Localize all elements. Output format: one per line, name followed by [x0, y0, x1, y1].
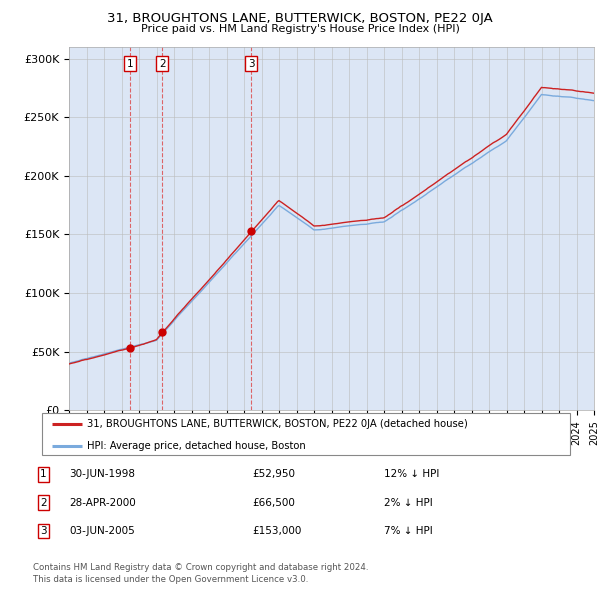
Text: 2: 2 [159, 58, 166, 68]
Text: 1: 1 [40, 470, 47, 479]
Text: 3: 3 [40, 526, 47, 536]
Text: 2% ↓ HPI: 2% ↓ HPI [384, 498, 433, 507]
Text: £52,950: £52,950 [252, 470, 295, 479]
Text: HPI: Average price, detached house, Boston: HPI: Average price, detached house, Bost… [87, 441, 305, 451]
Text: £153,000: £153,000 [252, 526, 301, 536]
Text: 03-JUN-2005: 03-JUN-2005 [69, 526, 135, 536]
Text: Contains HM Land Registry data © Crown copyright and database right 2024.
This d: Contains HM Land Registry data © Crown c… [33, 563, 368, 584]
Text: 7% ↓ HPI: 7% ↓ HPI [384, 526, 433, 536]
Text: 1: 1 [127, 58, 134, 68]
Text: 30-JUN-1998: 30-JUN-1998 [69, 470, 135, 479]
Text: 28-APR-2000: 28-APR-2000 [69, 498, 136, 507]
FancyBboxPatch shape [42, 413, 570, 455]
Text: 31, BROUGHTONS LANE, BUTTERWICK, BOSTON, PE22 0JA: 31, BROUGHTONS LANE, BUTTERWICK, BOSTON,… [107, 12, 493, 25]
Text: £66,500: £66,500 [252, 498, 295, 507]
Text: 12% ↓ HPI: 12% ↓ HPI [384, 470, 439, 479]
Text: 2: 2 [40, 498, 47, 507]
Text: Price paid vs. HM Land Registry's House Price Index (HPI): Price paid vs. HM Land Registry's House … [140, 24, 460, 34]
Text: 31, BROUGHTONS LANE, BUTTERWICK, BOSTON, PE22 0JA (detached house): 31, BROUGHTONS LANE, BUTTERWICK, BOSTON,… [87, 419, 467, 429]
Text: 3: 3 [248, 58, 254, 68]
